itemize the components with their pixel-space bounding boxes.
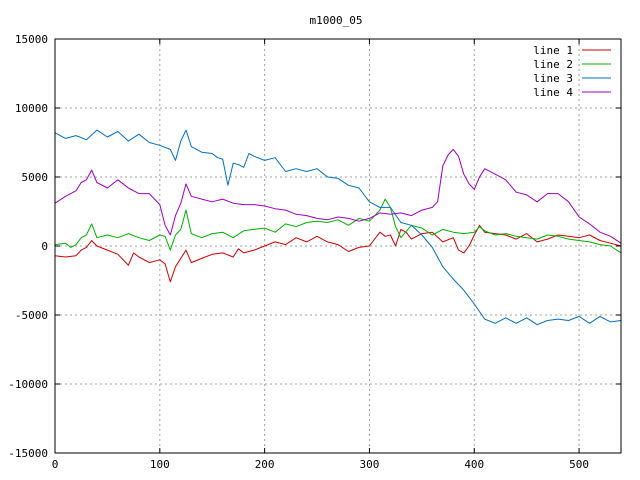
y-tick-label: -10000 [8,378,48,391]
series-line-2 [54,198,622,254]
legend-label-1: line 1 [533,44,573,57]
series-line-1 [54,224,622,283]
series-line-3 [54,129,622,326]
y-tick-label: 0 [41,240,48,253]
x-tick-label: 0 [52,458,59,471]
y-tick-label: 10000 [15,102,48,115]
chart-title: m1000_05 [310,14,363,27]
y-tick-label: -15000 [8,447,48,460]
legend-label-3: line 3 [533,72,573,85]
y-tick-label: -5000 [15,309,48,322]
x-tick-label: 100 [150,458,170,471]
legend-label-2: line 2 [533,58,573,71]
legend-label-4: line 4 [533,86,573,99]
series-line-4 [54,148,622,244]
x-tick-label: 400 [464,458,484,471]
axis-ticks: 0 100 200 300 400 500 -15000 -10000 -5000 0 5000 10… [8,33,621,471]
y-tick-label: 15000 [15,33,48,46]
x-tick-label: 300 [360,458,380,471]
x-tick-label: 200 [255,458,275,471]
x-tick-label: 500 [569,458,589,471]
series-group [54,129,622,326]
y-tick-label: 5000 [22,171,49,184]
